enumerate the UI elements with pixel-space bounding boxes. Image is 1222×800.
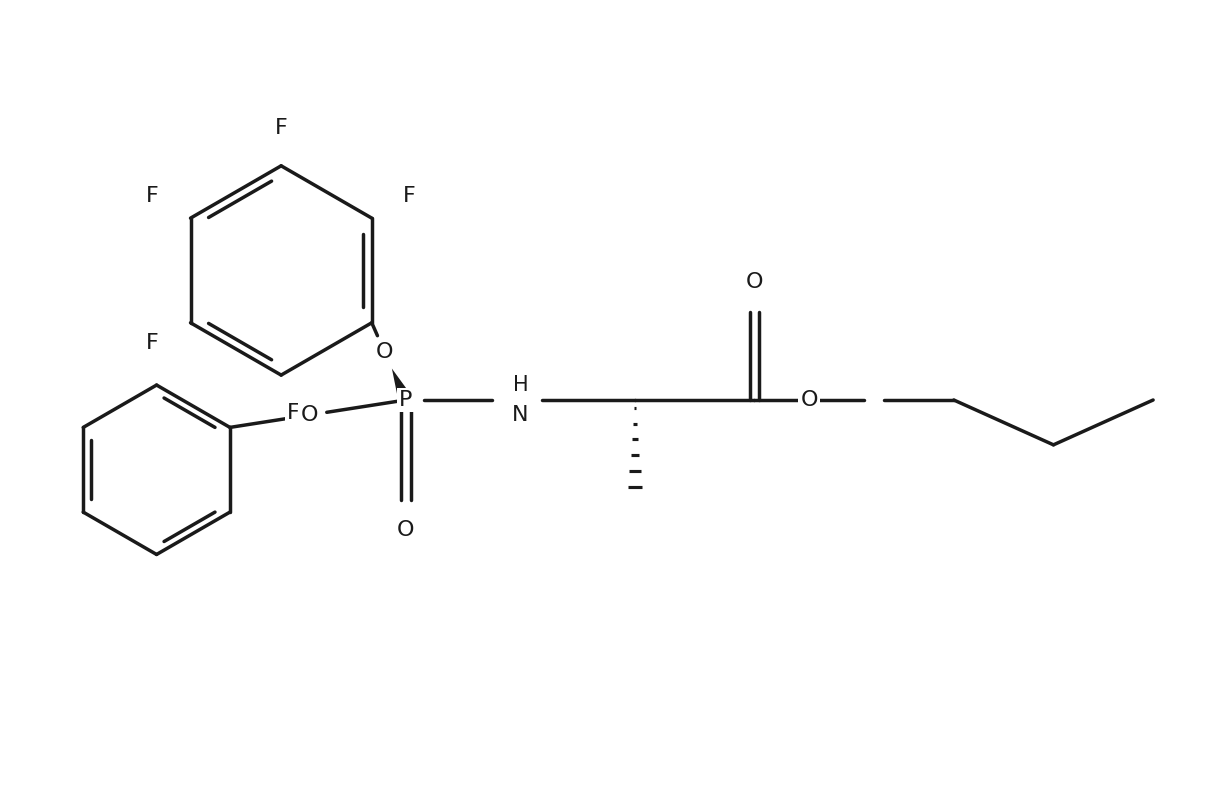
Text: F: F	[147, 186, 159, 206]
Text: H: H	[512, 375, 528, 395]
Text: F: F	[147, 333, 159, 353]
Text: F: F	[275, 118, 287, 138]
Text: O: O	[397, 519, 414, 539]
Text: O: O	[800, 390, 818, 410]
Text: O: O	[301, 405, 318, 425]
Text: O: O	[745, 273, 764, 293]
Polygon shape	[392, 369, 413, 403]
Text: F: F	[287, 403, 299, 423]
Text: O: O	[376, 342, 393, 362]
Text: P: P	[400, 390, 412, 410]
Text: N: N	[512, 405, 529, 425]
Text: F: F	[403, 186, 415, 206]
